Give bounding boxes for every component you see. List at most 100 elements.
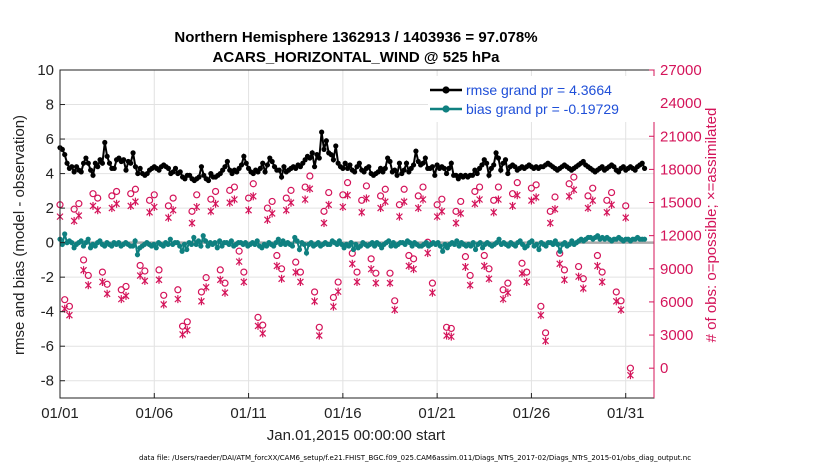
series-point-rmse bbox=[198, 164, 205, 170]
obs-possible-marker bbox=[560, 266, 569, 274]
obs-possible-marker bbox=[150, 191, 158, 199]
obs-assimilated-marker bbox=[594, 261, 601, 270]
obs-assimilated-marker bbox=[457, 209, 465, 218]
series-point-rmse bbox=[269, 158, 275, 165]
obs-assimilated-marker bbox=[226, 198, 234, 207]
series-point-rmse bbox=[413, 148, 419, 154]
series-point-bias bbox=[132, 238, 138, 244]
legend-box bbox=[428, 76, 656, 122]
series-point-rmse bbox=[396, 160, 403, 166]
series-point-rmse bbox=[128, 160, 134, 166]
obs-assimilated-marker bbox=[490, 208, 498, 217]
series-point-bias bbox=[181, 241, 188, 247]
obs-possible-marker bbox=[622, 202, 630, 210]
obs-possible-marker bbox=[65, 302, 74, 310]
obs-assimilated-marker bbox=[155, 275, 163, 284]
obs-possible-marker bbox=[268, 197, 276, 206]
y-right-tick-label-8: 24000 bbox=[660, 95, 702, 112]
obs-assimilated-marker bbox=[132, 197, 139, 206]
obs-assimilated-marker bbox=[584, 204, 592, 213]
series-point-bias bbox=[191, 234, 197, 241]
obs-possible-marker bbox=[127, 190, 135, 198]
series-point-bias bbox=[350, 246, 357, 253]
y-right-tick-label-2: 6000 bbox=[660, 294, 693, 311]
series-point-rmse bbox=[106, 160, 113, 166]
series-point-bias bbox=[296, 246, 303, 253]
obs-possible-marker bbox=[574, 262, 583, 271]
series-point-bias bbox=[165, 241, 171, 247]
obs-possible-marker bbox=[367, 255, 375, 263]
series-point-rmse bbox=[356, 160, 362, 166]
obs-possible-marker bbox=[240, 268, 248, 276]
obs-possible-marker bbox=[131, 185, 140, 193]
obs-possible-marker bbox=[249, 180, 257, 188]
series-point-bias bbox=[536, 246, 542, 253]
obs-assimilated-marker bbox=[287, 198, 295, 207]
obs-assimilated-marker bbox=[113, 199, 120, 208]
obs-possible-marker bbox=[292, 258, 300, 266]
obs-possible-marker bbox=[320, 207, 328, 215]
obs-possible-marker bbox=[277, 265, 286, 273]
obs-assimilated-marker bbox=[504, 288, 512, 297]
obs-possible-marker bbox=[523, 268, 531, 276]
series-point-bias bbox=[454, 238, 460, 244]
obs-assimilated-marker bbox=[84, 281, 92, 290]
obs-assimilated-marker bbox=[136, 271, 144, 280]
series-point-rmse bbox=[432, 172, 438, 178]
obs-possible-marker bbox=[287, 186, 295, 194]
obs-assimilated-marker bbox=[245, 206, 252, 215]
series-point-rmse bbox=[495, 155, 502, 161]
series-point-rmse bbox=[443, 170, 450, 177]
obs-assimilated-marker bbox=[556, 259, 564, 268]
right-axis-label: # of obs: o=possible; ×=assimilated bbox=[703, 108, 720, 343]
series-point-bias bbox=[228, 238, 234, 244]
series-point-rmse bbox=[69, 164, 75, 170]
obs-possible-marker bbox=[325, 188, 333, 197]
series-point-rmse bbox=[80, 160, 87, 166]
y-right-tick-label-1: 3000 bbox=[660, 327, 693, 344]
obs-assimilated-marker bbox=[235, 257, 243, 266]
obs-possible-marker bbox=[527, 184, 536, 192]
obs-possible-marker bbox=[386, 269, 394, 277]
obs-assimilated-marker bbox=[617, 305, 625, 314]
y-left-tick-label-2: -4 bbox=[41, 304, 54, 321]
series-point-rmse bbox=[309, 150, 315, 156]
obs-possible-marker bbox=[112, 187, 121, 196]
obs-assimilated-marker bbox=[306, 184, 314, 193]
series-point-bias bbox=[69, 240, 75, 246]
obs-assimilated-marker bbox=[103, 289, 111, 298]
series-point-bias bbox=[179, 248, 185, 254]
obs-possible-marker bbox=[174, 286, 182, 294]
obs-possible-marker bbox=[197, 288, 206, 296]
series-point-rmse bbox=[241, 153, 247, 159]
series-point-rmse bbox=[342, 160, 348, 166]
obs-assimilated-marker bbox=[183, 326, 191, 335]
obs-assimilated-marker bbox=[278, 274, 285, 283]
series-point-rmse bbox=[311, 164, 318, 170]
obs-possible-marker bbox=[442, 323, 451, 331]
obs-possible-marker bbox=[221, 279, 229, 287]
obs-possible-marker bbox=[282, 194, 290, 202]
obs-possible-marker bbox=[565, 180, 573, 188]
series-point-rmse bbox=[123, 167, 129, 173]
obs-possible-marker bbox=[461, 253, 470, 261]
series-point-rmse bbox=[448, 160, 454, 166]
series-point-rmse bbox=[505, 170, 511, 177]
y-right-tick-label-7: 21000 bbox=[660, 128, 702, 145]
series-point-rmse bbox=[104, 153, 110, 159]
y-right-tick-label-0: 0 bbox=[660, 360, 668, 377]
obs-possible-marker bbox=[117, 286, 125, 294]
obs-assimilated-marker bbox=[513, 191, 521, 200]
obs-assimilated-marker bbox=[537, 311, 545, 320]
x-tick-label-4: 01/21 bbox=[418, 405, 456, 422]
obs-assimilated-marker bbox=[198, 297, 205, 306]
obs-possible-marker bbox=[315, 323, 323, 331]
obs-assimilated-marker bbox=[476, 195, 483, 204]
obs-possible-marker bbox=[409, 255, 418, 263]
series-point-bias bbox=[177, 243, 183, 249]
obs-assimilated-marker bbox=[150, 202, 158, 211]
obs-assimilated-marker bbox=[608, 200, 615, 209]
footer-data-file: data file: /Users/raeder/DAI/ATM_forcXX/… bbox=[139, 454, 691, 462]
series-point-rmse bbox=[264, 162, 271, 168]
series-point-rmse bbox=[137, 165, 143, 171]
